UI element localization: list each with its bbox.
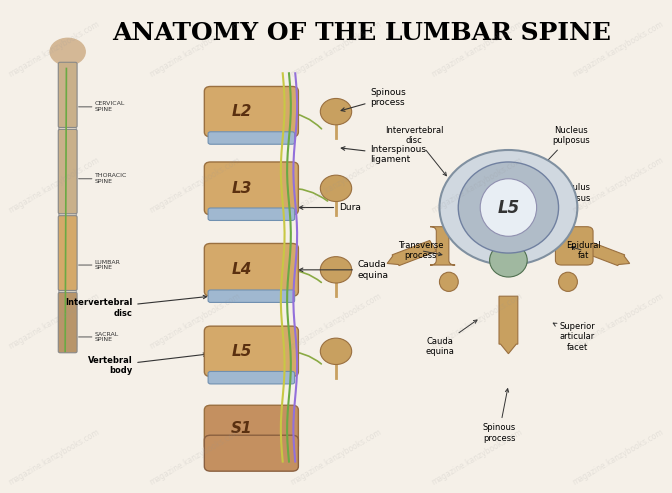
Text: L5: L5 (232, 344, 252, 359)
Text: magazine.kanzybooks.com: magazine.kanzybooks.com (289, 291, 383, 351)
Text: Epidural
fat: Epidural fat (566, 241, 601, 260)
Text: THORACIC
SPINE: THORACIC SPINE (95, 174, 127, 184)
Text: S1: S1 (231, 421, 253, 435)
Text: magazine.kanzybooks.com: magazine.kanzybooks.com (430, 291, 524, 351)
Text: magazine.kanzybooks.com: magazine.kanzybooks.com (571, 291, 665, 351)
Ellipse shape (321, 257, 351, 283)
Text: magazine.kanzybooks.com: magazine.kanzybooks.com (571, 155, 665, 215)
Text: L4: L4 (232, 262, 252, 278)
FancyBboxPatch shape (59, 57, 77, 349)
Text: magazine.kanzybooks.com: magazine.kanzybooks.com (148, 427, 242, 487)
FancyBboxPatch shape (204, 326, 298, 377)
Text: magazine.kanzybooks.com: magazine.kanzybooks.com (571, 20, 665, 79)
FancyBboxPatch shape (58, 215, 77, 290)
FancyBboxPatch shape (208, 371, 294, 384)
Text: L3: L3 (232, 181, 252, 196)
Ellipse shape (558, 272, 577, 291)
FancyArrow shape (499, 296, 518, 353)
Text: magazine.kanzybooks.com: magazine.kanzybooks.com (289, 155, 383, 215)
Text: CERVICAL
SPINE: CERVICAL SPINE (95, 102, 125, 112)
FancyBboxPatch shape (204, 435, 298, 471)
FancyBboxPatch shape (58, 292, 77, 353)
FancyBboxPatch shape (208, 208, 294, 220)
Text: Cauda
equina: Cauda equina (425, 320, 477, 356)
Ellipse shape (458, 162, 558, 253)
FancyBboxPatch shape (208, 132, 294, 144)
FancyBboxPatch shape (58, 62, 77, 128)
Text: magazine.kanzybooks.com: magazine.kanzybooks.com (7, 427, 101, 487)
Text: magazine.kanzybooks.com: magazine.kanzybooks.com (430, 155, 524, 215)
Text: Transverse
process: Transverse process (398, 241, 444, 260)
Ellipse shape (321, 99, 351, 125)
Ellipse shape (439, 150, 577, 265)
FancyBboxPatch shape (204, 244, 298, 296)
Text: Nucleus
pulposus: Nucleus pulposus (533, 126, 590, 176)
Text: Dura: Dura (299, 203, 361, 212)
Text: Interspinous
ligament: Interspinous ligament (341, 145, 427, 165)
FancyBboxPatch shape (204, 405, 298, 451)
Text: magazine.kanzybooks.com: magazine.kanzybooks.com (7, 155, 101, 215)
Text: Intervertebral
disc: Intervertebral disc (385, 126, 446, 176)
Text: Spinous
process: Spinous process (341, 88, 407, 111)
FancyArrow shape (387, 241, 437, 266)
Text: magazine.kanzybooks.com: magazine.kanzybooks.com (7, 291, 101, 351)
Ellipse shape (490, 244, 528, 277)
Ellipse shape (321, 338, 351, 364)
Text: ANATOMY OF THE LUMBAR SPINE: ANATOMY OF THE LUMBAR SPINE (112, 21, 611, 44)
Ellipse shape (480, 179, 537, 236)
FancyBboxPatch shape (204, 86, 298, 137)
Text: magazine.kanzybooks.com: magazine.kanzybooks.com (289, 427, 383, 487)
Text: Intervertebral
disc: Intervertebral disc (65, 295, 206, 318)
FancyBboxPatch shape (204, 162, 298, 215)
Text: magazine.kanzybooks.com: magazine.kanzybooks.com (289, 20, 383, 79)
FancyBboxPatch shape (430, 227, 455, 265)
Text: LUMBAR
SPINE: LUMBAR SPINE (95, 260, 120, 271)
Text: Superior
articular
facet: Superior articular facet (553, 322, 595, 352)
Text: magazine.kanzybooks.com: magazine.kanzybooks.com (430, 427, 524, 487)
Text: magazine.kanzybooks.com: magazine.kanzybooks.com (7, 20, 101, 79)
Text: magazine.kanzybooks.com: magazine.kanzybooks.com (148, 155, 242, 215)
Text: Vertebral
body: Vertebral body (87, 353, 206, 375)
Text: magazine.kanzybooks.com: magazine.kanzybooks.com (148, 291, 242, 351)
Text: L2: L2 (232, 104, 252, 119)
Text: magazine.kanzybooks.com: magazine.kanzybooks.com (148, 20, 242, 79)
Circle shape (50, 38, 85, 65)
Text: Spinous
process: Spinous process (482, 388, 515, 443)
Text: SACRAL
SPINE: SACRAL SPINE (95, 332, 119, 342)
FancyBboxPatch shape (556, 227, 593, 265)
FancyArrow shape (580, 241, 630, 266)
FancyBboxPatch shape (58, 129, 77, 214)
Text: Annulus
fibrosus: Annulus fibrosus (540, 183, 591, 215)
Ellipse shape (439, 272, 458, 291)
Text: magazine.kanzybooks.com: magazine.kanzybooks.com (430, 20, 524, 79)
Text: L5: L5 (497, 199, 519, 216)
FancyBboxPatch shape (208, 290, 294, 302)
Ellipse shape (321, 175, 351, 202)
Text: Cauda
equina: Cauda equina (299, 260, 389, 280)
Text: magazine.kanzybooks.com: magazine.kanzybooks.com (571, 427, 665, 487)
